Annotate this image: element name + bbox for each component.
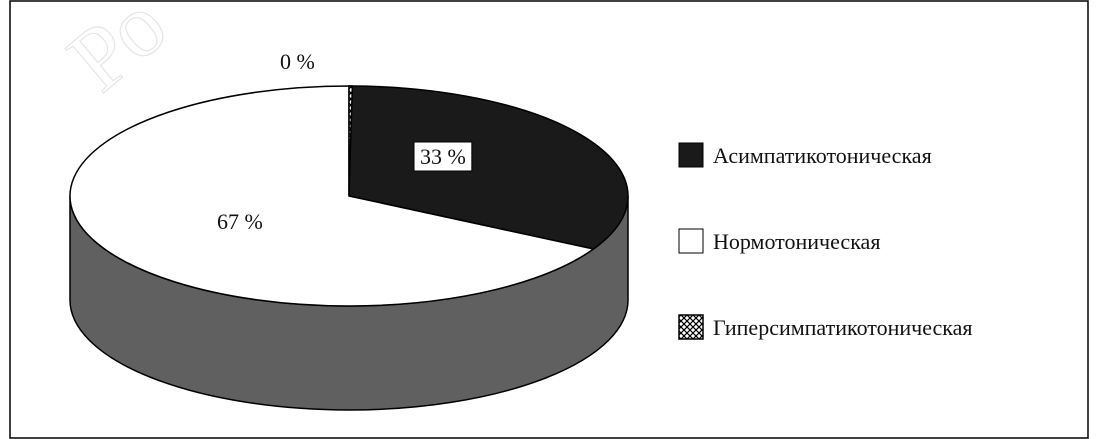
legend-label-normotonic: Нормотоническая <box>713 229 880 254</box>
slice-asympathicotonic <box>348 85 629 250</box>
legend-swatch-hypersympathicotonic <box>678 314 704 340</box>
data-label-hypersympathicotonic: 0 % <box>280 49 315 74</box>
watermark: Ро <box>50 0 185 110</box>
slice-hypersympathicotonic <box>348 85 354 197</box>
pie-group <box>69 85 629 411</box>
legend-label-asympathicotonic: Асимпатикотоническая <box>713 143 932 168</box>
legend: Асимпатикотоническая Нормотоническая Гип… <box>678 142 973 340</box>
data-label-asympathicotonic: 33 % <box>420 144 466 169</box>
legend-swatch-asympathicotonic <box>678 142 704 168</box>
slice-normotonic <box>69 85 596 307</box>
data-label-box-asympathicotonic <box>413 141 473 172</box>
data-label-normotonic: 67 % <box>217 209 263 234</box>
chart-frame <box>9 0 1089 439</box>
legend-label-hypersympathicotonic: Гиперсимпатикотоническая <box>713 315 973 340</box>
legend-swatch-normotonic <box>678 228 704 254</box>
